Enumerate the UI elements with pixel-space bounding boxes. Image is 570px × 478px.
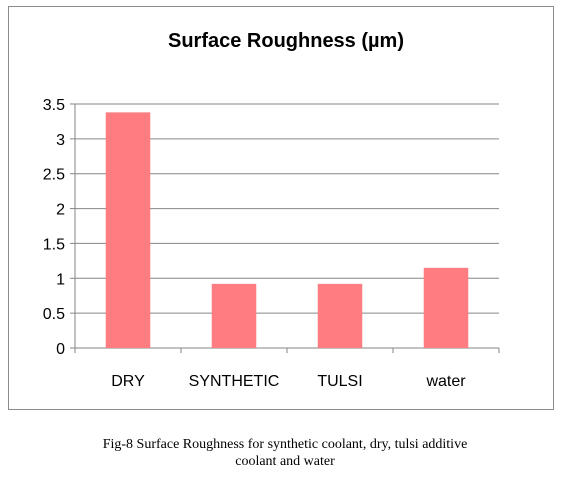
caption-line-2: coolant and water <box>235 454 335 469</box>
bar <box>423 267 469 348</box>
bars <box>105 112 469 348</box>
y-tick-label: 3.5 <box>43 97 65 114</box>
y-tick-label: 3 <box>56 132 65 149</box>
y-tick-labels: 0 0.5 1 1.5 2 2.5 3 3.5 <box>43 97 65 358</box>
figure-caption: Fig-8 Surface Roughness for synthetic co… <box>0 436 570 470</box>
y-tick-label: 2 <box>56 202 65 219</box>
caption-line-1: Fig-8 Surface Roughness for synthetic co… <box>102 437 468 452</box>
bar <box>317 283 363 348</box>
bar <box>105 112 151 348</box>
bar <box>211 283 257 348</box>
y-tick-label: 0 <box>56 341 65 358</box>
bar-chart: Surface Roughness (µm) 00.511.522.533.5 … <box>43 30 500 390</box>
y-tick-label: 1.5 <box>43 236 65 253</box>
y-tick-label: 1 <box>56 271 65 288</box>
x-category-labels: DRY SYNTHETIC TULSI water <box>111 373 466 390</box>
y-tick-label: 2.5 <box>43 167 65 184</box>
y-tick-label: 0.5 <box>43 306 65 323</box>
x-category-label: SYNTHETIC <box>189 373 280 390</box>
chart-area: Surface Roughness (µm) 0 0.5 1 1.5 2 2.5 3 3.5 … <box>8 6 554 410</box>
chart-title: Surface Roughness (µm) <box>168 30 404 52</box>
x-category-label: TULSI <box>317 373 362 390</box>
x-category-label: water <box>425 373 466 390</box>
x-category-label: DRY <box>111 373 145 390</box>
